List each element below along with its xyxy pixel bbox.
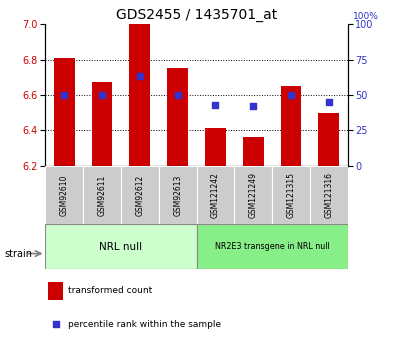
Bar bbox=[121, 166, 159, 224]
Bar bbox=[243, 137, 263, 166]
Bar bbox=[280, 86, 301, 166]
Bar bbox=[92, 82, 113, 166]
Text: NRL null: NRL null bbox=[100, 242, 143, 252]
Point bbox=[53, 322, 59, 327]
Bar bbox=[49, 282, 63, 299]
Point bbox=[61, 92, 68, 98]
Bar bbox=[234, 166, 272, 224]
Bar bbox=[310, 166, 348, 224]
Text: GSM121316: GSM121316 bbox=[324, 172, 333, 218]
Text: strain: strain bbox=[4, 249, 32, 258]
Point bbox=[288, 92, 294, 98]
Point bbox=[99, 92, 105, 98]
Text: GSM92611: GSM92611 bbox=[98, 174, 107, 216]
Bar bbox=[197, 224, 348, 269]
Text: GSM121315: GSM121315 bbox=[286, 172, 295, 218]
Text: 100%: 100% bbox=[353, 12, 379, 21]
Point bbox=[137, 74, 143, 79]
Point bbox=[175, 92, 181, 98]
Bar bbox=[83, 166, 121, 224]
Text: GSM92613: GSM92613 bbox=[173, 174, 182, 216]
Bar bbox=[205, 128, 226, 166]
Text: transformed count: transformed count bbox=[68, 286, 152, 295]
Text: percentile rank within the sample: percentile rank within the sample bbox=[68, 320, 221, 329]
Point bbox=[325, 99, 332, 105]
Bar bbox=[159, 166, 197, 224]
Point bbox=[212, 102, 218, 108]
Bar bbox=[197, 166, 234, 224]
Point bbox=[250, 104, 256, 109]
Text: NR2E3 transgene in NRL null: NR2E3 transgene in NRL null bbox=[214, 242, 329, 251]
Text: GSM121242: GSM121242 bbox=[211, 172, 220, 218]
Bar bbox=[130, 24, 150, 166]
Bar bbox=[54, 58, 75, 166]
Text: GSM92612: GSM92612 bbox=[135, 174, 144, 216]
Text: GSM121249: GSM121249 bbox=[249, 172, 258, 218]
Bar bbox=[45, 166, 83, 224]
Bar bbox=[167, 68, 188, 166]
Bar bbox=[45, 224, 197, 269]
Bar bbox=[272, 166, 310, 224]
Bar bbox=[318, 112, 339, 166]
Text: GSM92610: GSM92610 bbox=[60, 174, 69, 216]
Title: GDS2455 / 1435701_at: GDS2455 / 1435701_at bbox=[116, 8, 277, 22]
